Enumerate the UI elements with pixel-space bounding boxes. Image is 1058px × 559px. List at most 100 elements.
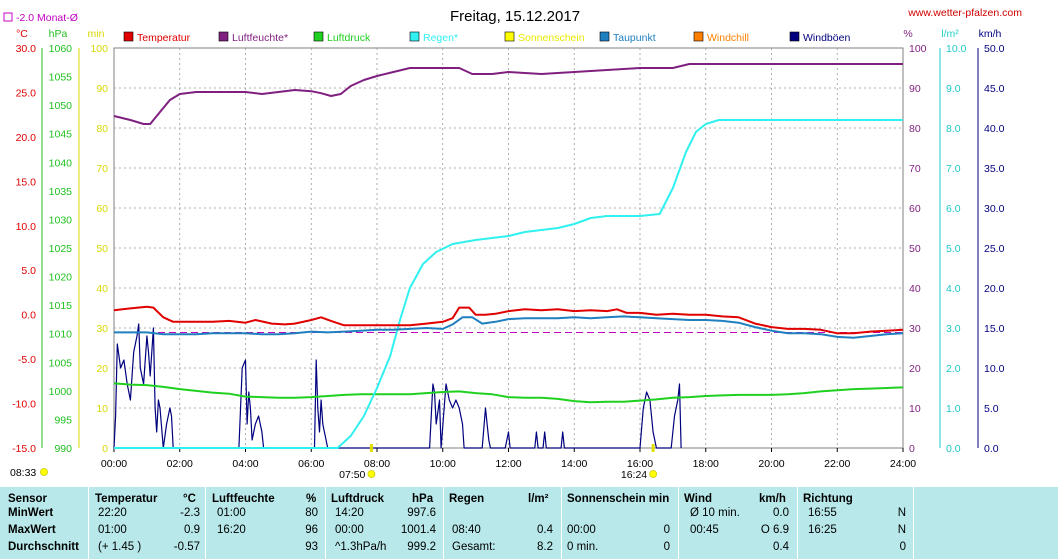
humidity-tick-label: 50 bbox=[909, 243, 921, 255]
humidity-tick-label: 70 bbox=[909, 163, 921, 175]
rain-tick-label: 8.0 bbox=[946, 123, 961, 135]
sun-tick-label: 40 bbox=[96, 283, 108, 295]
stats-rain-val: 8.2 bbox=[537, 541, 553, 553]
wind-tick-label: 5.0 bbox=[984, 403, 999, 415]
sun-marker-label: 07:50 bbox=[339, 469, 365, 481]
rain-tick-label: 10.0 bbox=[946, 43, 967, 55]
table-divider bbox=[797, 487, 798, 559]
pressure-tick-label: 995 bbox=[54, 414, 72, 426]
pressure-tick-label: 990 bbox=[54, 443, 72, 455]
pressure-tick-label: 1020 bbox=[49, 272, 73, 284]
legend-swatch bbox=[218, 31, 229, 42]
pressure-tick-label: 1040 bbox=[49, 157, 73, 169]
x-tick-label: 14:00 bbox=[561, 458, 587, 470]
series-line-luftdruck bbox=[113, 382, 904, 404]
sun-tick-label: 20 bbox=[96, 363, 108, 375]
legend-swatch bbox=[504, 31, 515, 42]
sun-tick-label: 100 bbox=[90, 43, 108, 55]
wind-tick-label: 25.0 bbox=[984, 243, 1005, 255]
temp-tick-label: 0.0 bbox=[21, 310, 36, 322]
sun-icon bbox=[649, 470, 658, 478]
temp-tick-label: -15.0 bbox=[12, 443, 36, 455]
stats-label: Durchschnitt bbox=[8, 541, 79, 553]
pressure-tick-label: 1060 bbox=[49, 43, 73, 55]
series-line-windben bbox=[113, 323, 682, 449]
temp-tick-label: 20.0 bbox=[16, 132, 37, 144]
pressure-tick-label: 1010 bbox=[49, 329, 73, 341]
stats-wind-val: 0.0 bbox=[773, 507, 789, 519]
x-tick-label: 04:00 bbox=[232, 458, 258, 470]
wind-tick-label: 0.0 bbox=[984, 443, 999, 455]
stats-dir-val: N bbox=[897, 507, 906, 519]
weather-chart: Freitag, 15.12.2017 www.wetter-pfalzen.c… bbox=[3, 7, 1022, 481]
site-link[interactable]: www.wetter-pfalzen.com bbox=[907, 7, 1022, 19]
unit-wind: km/h bbox=[979, 28, 1002, 40]
hdr-sun: Sonnenschein min bbox=[567, 493, 670, 505]
legend-swatch bbox=[123, 31, 134, 42]
stats-temp-val: -2.3 bbox=[180, 507, 200, 519]
stats-dir-time: 16:25 bbox=[808, 524, 837, 536]
hdr-hum-unit: % bbox=[306, 493, 317, 505]
table-divider bbox=[88, 487, 89, 559]
monthly-avg-label: -2.0 Monat-Ø bbox=[16, 12, 78, 24]
stats-dir-val: N bbox=[897, 524, 906, 536]
stats-dir-time: 16:55 bbox=[808, 507, 837, 519]
stats-sun-val: 0 bbox=[663, 524, 670, 536]
x-tick-label: 00:00 bbox=[101, 458, 127, 470]
legend-label: Taupunkt bbox=[613, 32, 656, 44]
stats-sun-val: 0 bbox=[663, 541, 670, 553]
stats-pres-val: 1001.4 bbox=[400, 524, 436, 536]
stats-rain-time: 08:40 bbox=[452, 524, 481, 536]
legend-swatch bbox=[789, 31, 800, 42]
stats-wind-time: 00:45 bbox=[690, 524, 719, 536]
sun-tick-label: 70 bbox=[96, 163, 108, 175]
hdr-hum: Luftfeuchte bbox=[212, 493, 275, 505]
legend-label: Luftfeuchte* bbox=[232, 32, 288, 44]
temp-tick-label: 5.0 bbox=[21, 265, 36, 277]
hdr-temp: Temperatur bbox=[95, 493, 158, 505]
rain-tick-label: 5.0 bbox=[946, 243, 961, 255]
pressure-tick-label: 1000 bbox=[49, 386, 73, 398]
series-layer bbox=[113, 63, 904, 449]
humidity-tick-label: 40 bbox=[909, 283, 921, 295]
x-tick-label: 02:00 bbox=[167, 458, 193, 470]
grid bbox=[113, 47, 904, 449]
stats-temp-val: 0.9 bbox=[184, 524, 200, 536]
humidity-tick-label: 90 bbox=[909, 83, 921, 95]
sun-tick-label: 10 bbox=[96, 403, 108, 415]
x-tick-label: 22:00 bbox=[824, 458, 850, 470]
stats-label: MaxWert bbox=[8, 524, 56, 536]
legend-label: Sonnenschein bbox=[518, 32, 585, 44]
stats-table: Sensor Temperatur °C Luftfeuchte % Luftd… bbox=[0, 487, 1058, 559]
sun-tick-label: 80 bbox=[96, 123, 108, 135]
table-divider bbox=[561, 487, 562, 559]
table-divider bbox=[678, 487, 679, 559]
temp-tick-label: -10.0 bbox=[12, 399, 36, 411]
hdr-pres-unit: hPa bbox=[412, 493, 434, 505]
hdr-rain-unit: l/m² bbox=[528, 493, 549, 505]
sun-markers: 08:33 07:50 16:24 bbox=[10, 444, 658, 481]
x-tick-label: 24:00 bbox=[890, 458, 916, 470]
hdr-pres: Luftdruck bbox=[331, 493, 385, 505]
hdr-wind-unit: km/h bbox=[759, 493, 786, 505]
hdr-sensor: Sensor bbox=[8, 493, 47, 505]
humidity-tick-label: 10 bbox=[909, 403, 921, 415]
pressure-tick-label: 1030 bbox=[49, 214, 73, 226]
stats-pres-time: 14:20 bbox=[335, 507, 364, 519]
unit-rain: l/m² bbox=[941, 28, 959, 40]
rain-tick-label: 6.0 bbox=[946, 203, 961, 215]
table-divider bbox=[443, 487, 444, 559]
wind-tick-label: 40.0 bbox=[984, 123, 1005, 135]
wind-tick-label: 10.0 bbox=[984, 363, 1005, 375]
pressure-tick-label: 1015 bbox=[49, 300, 73, 312]
unit-humidity: % bbox=[903, 28, 912, 40]
axes: -15.0 -10.0 -5.0 0.0 5.0 10.0 15.0 20.0 25.0 30.0… bbox=[12, 43, 1005, 470]
hdr-wind: Wind bbox=[684, 493, 712, 505]
legend-label: Windchill bbox=[707, 32, 749, 44]
stats-dir-val: 0 bbox=[899, 541, 906, 553]
stats-pres-val: 999.2 bbox=[407, 541, 436, 553]
sun-tick-label: 30 bbox=[96, 323, 108, 335]
stats-sun-time: 0 min. bbox=[567, 541, 599, 553]
pressure-tick-label: 1035 bbox=[49, 186, 73, 198]
wind-tick-label: 15.0 bbox=[984, 323, 1005, 335]
